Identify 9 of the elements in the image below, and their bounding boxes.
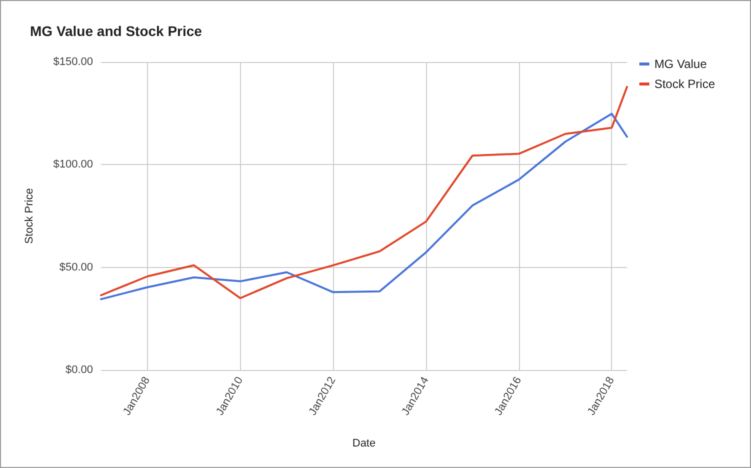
y-tick-label: $50.00 <box>59 261 93 274</box>
legend-label: MG Value <box>654 57 708 71</box>
x-axis-title: Date <box>352 438 376 450</box>
legend-label: Stock Price <box>654 77 716 91</box>
y-tick-label: $150.00 <box>53 56 93 68</box>
y-tick-label: $100.00 <box>53 158 93 171</box>
y-axis-title: Stock Price <box>24 188 36 244</box>
chart-title: MG Value and Stock Price <box>30 23 202 39</box>
y-tick-label: $0.00 <box>65 364 93 376</box>
